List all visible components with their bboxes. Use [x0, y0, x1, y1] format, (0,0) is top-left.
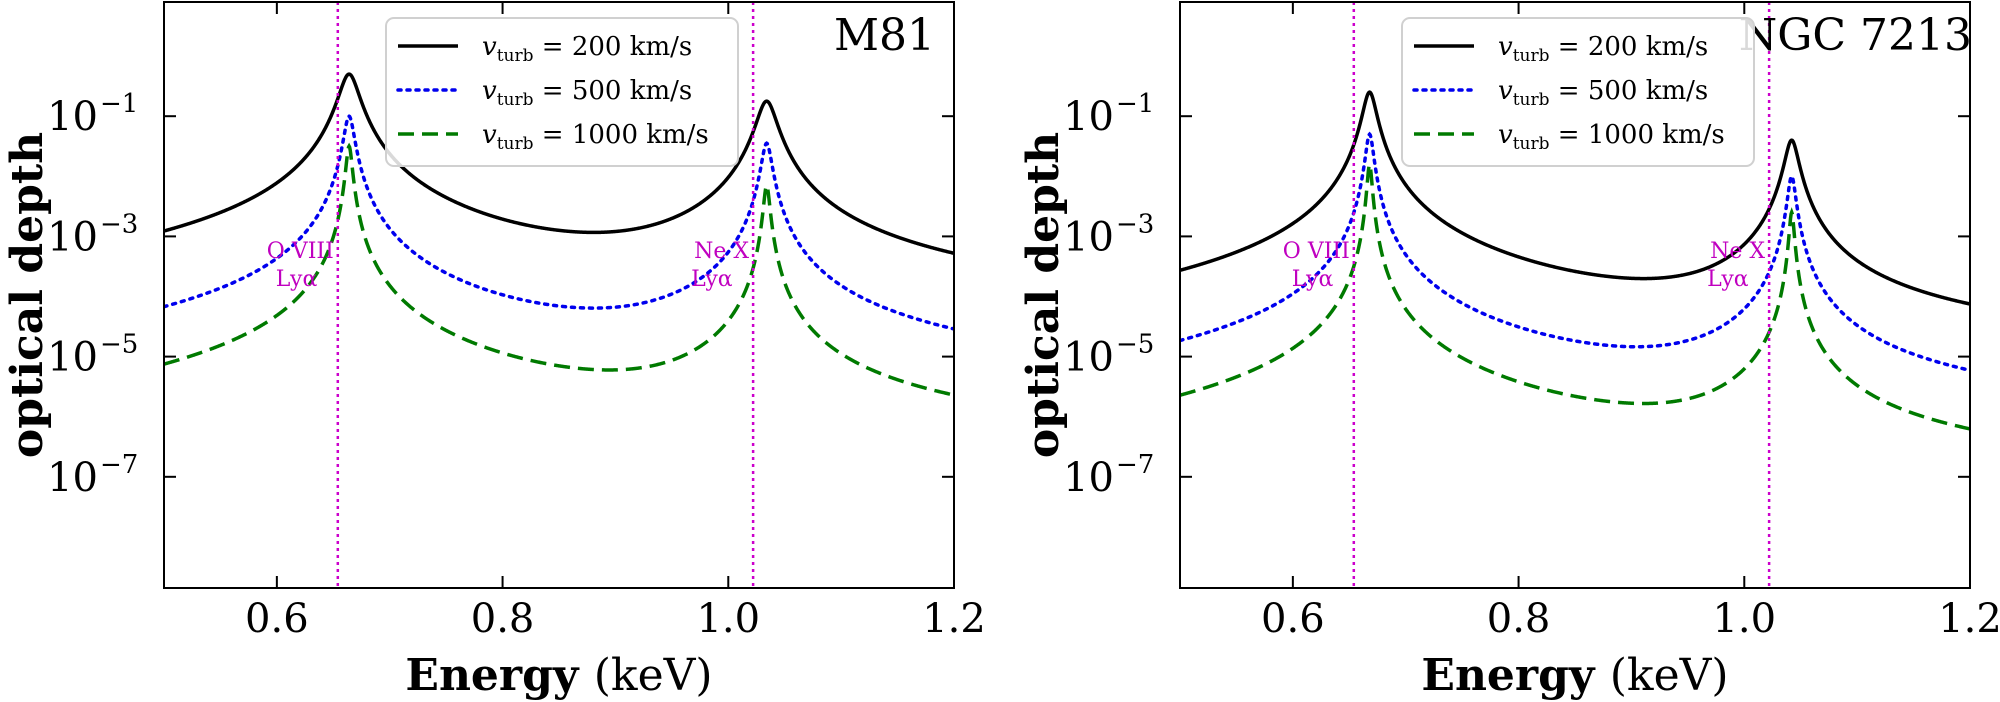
line-annotation-ly-1: Lyα — [1707, 267, 1749, 292]
legend-value: = 200 km/s — [534, 32, 693, 62]
legend-subscript: turb — [497, 134, 534, 154]
plot-area — [1180, 90, 1970, 431]
y-tick-label: 10 — [1063, 455, 1114, 501]
line-annotation-1: Ne X — [694, 239, 749, 264]
x-tick-label: 0.8 — [471, 596, 535, 642]
line-annotation-ly-0: Lyα — [1292, 267, 1334, 292]
line-annotation-ly-1: Lyα — [691, 267, 733, 292]
y-tick-exponent: −5 — [1116, 330, 1154, 360]
legend-var: v — [482, 120, 497, 150]
legend-entry: vturb = 500 km/s — [482, 76, 692, 110]
line-annotation-1: Ne X — [1710, 239, 1765, 264]
legend-value: = 1000 km/s — [1550, 120, 1725, 150]
y-tick-exponent: −7 — [1116, 450, 1154, 480]
legend-var: v — [1498, 120, 1513, 150]
x-tick-label: 0.6 — [245, 596, 309, 642]
x-tick-label: 1.2 — [922, 596, 986, 642]
legend-entry: vturb = 500 km/s — [1498, 76, 1708, 110]
legend-subscript: turb — [1513, 90, 1550, 110]
y-tick-exponent: −3 — [100, 209, 138, 239]
plot-area — [164, 72, 954, 397]
legend-subscript: turb — [497, 46, 534, 66]
y-tick-exponent: −3 — [1116, 209, 1154, 239]
x-tick-label: 1.0 — [696, 596, 760, 642]
panel-title: NGC 7213 — [1739, 10, 1972, 61]
x-axis-label: Energy (keV) — [1421, 650, 1728, 701]
x-axis-label-bold: Energy — [405, 650, 593, 701]
legend-entry: vturb = 1000 km/s — [482, 120, 709, 154]
legend-var: v — [1498, 32, 1513, 62]
x-tick-label: 1.2 — [1938, 596, 2000, 642]
legend-value: = 500 km/s — [534, 76, 693, 106]
x-axis-label-unit: (keV) — [594, 650, 713, 701]
x-tick-label: 0.6 — [1261, 596, 1325, 642]
legend-value: = 1000 km/s — [534, 120, 709, 150]
y-tick-label: 10 — [47, 214, 98, 260]
y-tick-label: 10 — [47, 455, 98, 501]
y-tick-exponent: −1 — [100, 89, 138, 119]
plot-frame — [163, 1, 955, 589]
series-line-solid — [1180, 90, 1970, 306]
legend-var: v — [482, 76, 497, 106]
panel-title: M81 — [834, 10, 935, 61]
y-axis-label: optical depth — [2, 132, 53, 458]
y-tick-exponent: −1 — [1116, 89, 1154, 119]
series-line-solid — [164, 72, 954, 255]
x-tick-label: 1.0 — [1712, 596, 1776, 642]
legend-var: v — [482, 32, 497, 62]
legend-box — [1401, 17, 1755, 167]
legend-entry: vturb = 200 km/s — [1498, 32, 1708, 66]
series-line-dashed — [164, 142, 954, 397]
y-tick-label: 10 — [1063, 214, 1114, 260]
y-tick-exponent: −5 — [100, 330, 138, 360]
y-tick-label: 10 — [1063, 94, 1114, 140]
legend-box — [385, 17, 739, 167]
legend-var: v — [1498, 76, 1513, 106]
x-axis-label: Energy (keV) — [405, 650, 712, 701]
y-tick-label: 10 — [47, 335, 98, 381]
series-line-dotted — [164, 114, 954, 331]
legend-subscript: turb — [1513, 134, 1550, 154]
line-annotation-0: O VIII — [1283, 239, 1350, 264]
series-line-dotted — [1180, 131, 1970, 373]
x-tick-label: 0.8 — [1487, 596, 1551, 642]
x-axis-label-bold: Energy — [1421, 650, 1609, 701]
y-tick-exponent: −7 — [100, 450, 138, 480]
legend-subscript: turb — [497, 90, 534, 110]
legend-subscript: turb — [1513, 46, 1550, 66]
legend-entry: vturb = 200 km/s — [482, 32, 692, 66]
plot-frame — [1179, 1, 1971, 589]
x-axis-label-unit: (keV) — [1610, 650, 1729, 701]
legend-entry: vturb = 1000 km/s — [1498, 120, 1725, 154]
line-annotation-0: O VIII — [267, 239, 334, 264]
y-tick-label: 10 — [1063, 335, 1114, 381]
legend-value: = 200 km/s — [1550, 32, 1709, 62]
y-axis-label: optical depth — [1018, 132, 1069, 458]
y-tick-label: 10 — [47, 94, 98, 140]
line-annotation-ly-0: Lyα — [276, 267, 318, 292]
series-line-dashed — [1180, 159, 1970, 431]
legend-value: = 500 km/s — [1550, 76, 1709, 106]
